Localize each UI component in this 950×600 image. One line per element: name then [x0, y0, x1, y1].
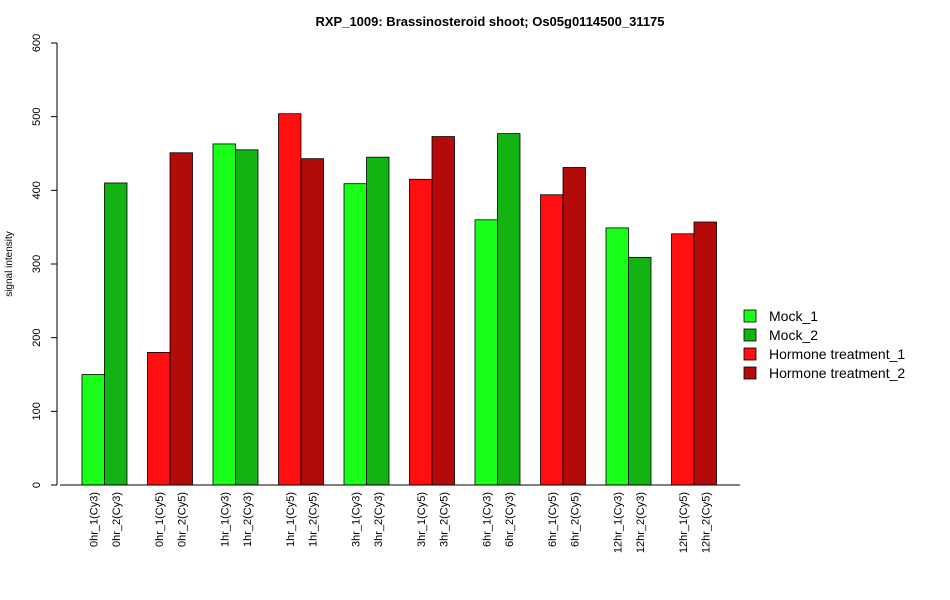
x-tick-label: 6hr_2(Cy3)	[504, 492, 516, 547]
bar	[300, 158, 324, 486]
bar	[540, 194, 564, 486]
x-tick-label: 12hr_2(Cy3)	[635, 492, 647, 553]
y-tick-label: 200	[31, 328, 43, 346]
legend-label: Hormone treatment_1	[769, 346, 905, 362]
x-tick-labels: 0hr_1(Cy3) 0hr_2(Cy3) 0hr_1(Cy5) 0hr_2(Cy5)…	[88, 492, 712, 553]
legend-label: Mock_2	[769, 327, 818, 343]
bar	[104, 182, 128, 486]
bar	[671, 233, 695, 486]
x-tick-label: 6hr_1(Cy5)	[547, 492, 559, 547]
bar	[605, 227, 629, 486]
x-tick-label: 1hr_1(Cy3)	[219, 492, 231, 547]
x-tick-label: 6hr_2(Cy5)	[569, 492, 581, 547]
x-tick-label: 12hr_1(Cy3)	[612, 492, 624, 553]
x-tick-label: 0hr_1(Cy3)	[88, 492, 100, 547]
x-tick-label: 3hr_2(Cy3)	[373, 492, 385, 547]
y-tick-label: 500	[31, 107, 43, 125]
y-tick-label: 100	[31, 402, 43, 420]
bar	[343, 183, 367, 486]
x-tick-label: 12hr_2(Cy5)	[700, 492, 712, 553]
y-tick-label: 300	[31, 255, 43, 273]
x-tick-label: 6hr_1(Cy3)	[481, 492, 493, 547]
bar	[366, 156, 390, 486]
x-tick-label: 0hr_2(Cy5)	[176, 492, 188, 547]
x-tick-label: 1hr_2(Cy5)	[307, 492, 319, 547]
bar	[628, 256, 652, 486]
legend-swatch	[743, 366, 757, 380]
bar	[147, 351, 171, 486]
x-tick-label: 1hr_1(Cy5)	[285, 492, 297, 547]
y-tick-label: 400	[31, 181, 43, 199]
bars-group	[81, 113, 717, 486]
chart-title: RXP_1009: Brassinosteroid shoot; Os05g01…	[315, 14, 664, 29]
legend-label: Mock_1	[769, 308, 818, 324]
bar	[278, 113, 302, 486]
bar	[81, 374, 105, 486]
bar	[409, 178, 433, 486]
x-tick-label: 3hr_1(Cy3)	[350, 492, 362, 547]
legend-swatch	[743, 328, 757, 342]
x-tick-label: 0hr_2(Cy3)	[111, 492, 123, 547]
bar	[235, 149, 259, 486]
bar	[474, 219, 498, 486]
y-axis-label: signal intensity	[4, 231, 15, 297]
y-tick-label: 0	[31, 482, 43, 488]
x-tick-label: 3hr_2(Cy5)	[438, 492, 450, 547]
bar	[693, 221, 717, 486]
legend: Mock_1 Mock_2 Hormone treatment_1 Hormone t…	[743, 308, 905, 381]
bar	[497, 133, 521, 486]
bar	[562, 167, 586, 486]
bar	[431, 136, 455, 486]
legend-swatch	[743, 309, 757, 323]
x-tick-label: 1hr_2(Cy3)	[242, 492, 254, 547]
bar	[212, 143, 236, 486]
bar	[169, 152, 193, 486]
legend-swatch	[743, 347, 757, 361]
y-axis: 0 100 200 300 400 500 600	[31, 34, 58, 488]
y-tick-label: 600	[31, 34, 43, 52]
x-tick-label: 3hr_1(Cy5)	[416, 492, 428, 547]
legend-label: Hormone treatment_2	[769, 365, 905, 381]
x-tick-label: 0hr_1(Cy5)	[154, 492, 166, 547]
x-tick-label: 12hr_1(Cy5)	[678, 492, 690, 553]
